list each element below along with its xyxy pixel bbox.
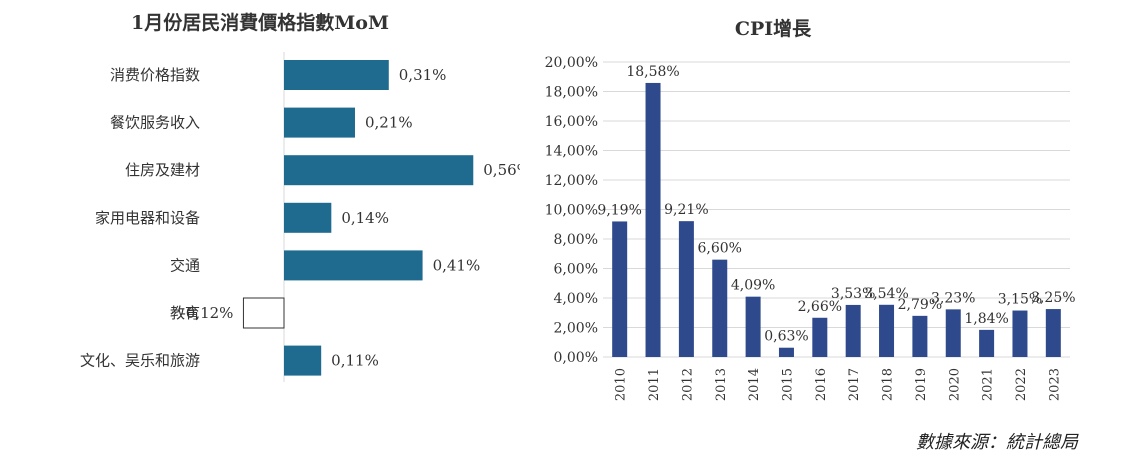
left-chart-title: 1月份居民消費價格指數MoM bbox=[131, 11, 389, 34]
right-y-tick-label: 2,00% bbox=[554, 321, 598, 337]
right-bar bbox=[845, 304, 861, 357]
right-bar bbox=[912, 315, 928, 357]
right-y-tick-label: 20,00% bbox=[545, 55, 598, 71]
right-data-label: 6,60% bbox=[698, 241, 742, 257]
right-data-label: 18,58% bbox=[626, 64, 679, 80]
right-y-tick-label: 14,00% bbox=[545, 144, 598, 160]
right-x-tick-label: 2017 bbox=[847, 368, 862, 401]
left-data-label: 0,14% bbox=[341, 209, 389, 227]
right-data-label: 2,79% bbox=[898, 297, 942, 313]
left-bar bbox=[242, 297, 285, 329]
right-y-tick-label: 10,00% bbox=[545, 203, 598, 219]
right-x-tick-label: 2011 bbox=[647, 368, 662, 401]
right-x-tick-label: 2021 bbox=[981, 368, 996, 401]
right-y-tick-label: 8,00% bbox=[554, 232, 598, 248]
right-y-tick-label: 0,00% bbox=[554, 350, 598, 366]
left-data-label: 0,31% bbox=[399, 66, 447, 84]
left-data-label: 0,41% bbox=[433, 256, 481, 274]
left-data-label: -0,12% bbox=[181, 304, 234, 322]
right-data-label: 3,23% bbox=[931, 290, 975, 306]
right-x-tick-label: 2016 bbox=[814, 368, 829, 401]
right-data-label: 1,84% bbox=[964, 311, 1008, 327]
left-bar bbox=[284, 107, 355, 138]
right-x-tick-label: 2012 bbox=[680, 368, 695, 401]
right-bar bbox=[812, 317, 828, 357]
right-y-tick-label: 4,00% bbox=[554, 291, 598, 307]
right-data-label: 2,66% bbox=[798, 299, 842, 315]
left-category-label: 文化、吴乐和旅游 bbox=[80, 352, 200, 370]
right-x-tick-label: 2013 bbox=[714, 368, 729, 401]
right-data-label: 3,53% bbox=[831, 286, 875, 302]
right-x-tick-label: 2020 bbox=[947, 368, 962, 401]
right-y-tick-label: 6,00% bbox=[554, 262, 598, 278]
right-bar bbox=[945, 309, 961, 357]
left-bar bbox=[284, 202, 332, 233]
right-x-tick-label: 2018 bbox=[881, 368, 896, 401]
left-category-label: 消费价格指数 bbox=[110, 66, 200, 84]
left-category-label: 交通 bbox=[170, 256, 200, 274]
right-data-label: 4,09% bbox=[731, 278, 775, 294]
cpi-bar-chart: CPI增長 0,00% 2,00% 4,00% 6,00% 8,00% 10,00% 12,… bbox=[545, 17, 1076, 401]
right-x-tick-label: 2022 bbox=[1014, 368, 1029, 401]
right-x-tick-label: 2010 bbox=[614, 368, 629, 401]
left-data-label: 0,56% bbox=[483, 161, 520, 179]
right-x-tick-label: 2019 bbox=[914, 368, 929, 401]
left-bar bbox=[284, 60, 389, 90]
right-data-label: 3,25% bbox=[1031, 290, 1075, 306]
right-bar bbox=[979, 329, 995, 357]
right-data-label: 9,21% bbox=[664, 202, 708, 218]
left-bar bbox=[284, 155, 474, 186]
left-bar bbox=[284, 250, 423, 281]
right-data-label: 0,63% bbox=[764, 329, 808, 345]
right-x-tick-label: 2023 bbox=[1047, 368, 1062, 401]
left-category-label: 家用电器和设备 bbox=[95, 209, 200, 227]
left-data-label: 0,11% bbox=[331, 352, 379, 370]
right-bar bbox=[645, 82, 661, 357]
right-bar bbox=[612, 221, 628, 357]
right-bar bbox=[879, 304, 895, 357]
right-bar bbox=[712, 259, 728, 357]
left-category-label: 教育 bbox=[170, 304, 200, 322]
right-data-label: 9,19% bbox=[597, 202, 641, 218]
left-category-label: 餐饮服务收入 bbox=[110, 114, 200, 132]
right-bar bbox=[678, 221, 694, 357]
right-x-tick-label: 2014 bbox=[747, 368, 762, 401]
right-bar bbox=[1045, 309, 1061, 357]
source-note: 數據來源：統計總局 bbox=[916, 432, 1078, 453]
right-y-tick-label: 18,00% bbox=[545, 85, 598, 101]
right-data-label: 3,15% bbox=[998, 292, 1042, 308]
left-data-label: 0,21% bbox=[365, 114, 413, 132]
right-x-tick-label: 2015 bbox=[780, 368, 795, 401]
right-chart-title: CPI增長 bbox=[735, 17, 812, 40]
right-bar bbox=[1012, 310, 1028, 357]
right-bar bbox=[745, 296, 761, 357]
mom-bar-chart: 1月份居民消費價格指數MoM 消费价格指数 0,31% 餐饮服务收入 0,21% 住房及… bbox=[80, 11, 520, 382]
left-category-label: 住房及建材 bbox=[125, 161, 200, 179]
right-y-tick-label: 16,00% bbox=[545, 114, 598, 130]
left-bar bbox=[284, 345, 322, 376]
right-bar bbox=[778, 347, 794, 357]
right-y-tick-label: 12,00% bbox=[545, 173, 598, 189]
right-data-label: 3,54% bbox=[864, 286, 908, 302]
